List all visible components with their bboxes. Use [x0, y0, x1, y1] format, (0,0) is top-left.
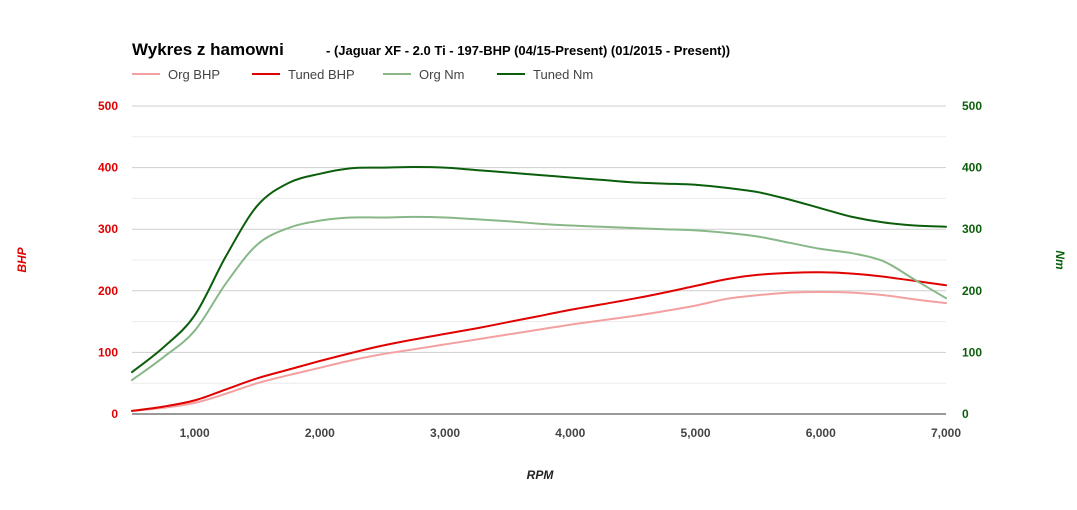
- y-right-tick-label: 400: [962, 161, 982, 175]
- y-right-tick-label: 200: [962, 284, 982, 298]
- y-left-tick-label: 200: [98, 284, 118, 298]
- series-line-org-nm: [131, 215, 947, 382]
- x-tick-label: 1,000: [180, 426, 210, 440]
- y-axis-right-title: Nm: [1053, 250, 1067, 270]
- series-line-tuned-nm: [131, 166, 947, 374]
- y-right-tick-label: 500: [962, 99, 982, 113]
- x-tick-label: 7,000: [931, 426, 961, 440]
- y-left-tick-label: 300: [98, 222, 118, 236]
- chart-title: Wykres z hamowni: [132, 40, 284, 59]
- x-tick-label: 5,000: [681, 426, 711, 440]
- grid: [132, 105, 946, 415]
- y-left-tick-label: 500: [98, 99, 118, 113]
- x-axis-title: RPM: [527, 468, 555, 482]
- y-right-tick-label: 300: [962, 222, 982, 236]
- legend-label-org-nm: Org Nm: [419, 67, 465, 82]
- y-left-tick-label: 100: [98, 345, 118, 359]
- y-axis-left-title: BHP: [15, 246, 29, 272]
- legend-label-tuned-nm: Tuned Nm: [533, 67, 593, 82]
- plot-area: [131, 166, 947, 412]
- y-left-tick-label: 0: [111, 407, 118, 421]
- chart-subtitle: - (Jaguar XF - 2.0 Ti - 197-BHP (04/15-P…: [326, 43, 730, 58]
- y-right-tick-label: 0: [962, 407, 969, 421]
- legend-label-tuned-bhp: Tuned BHP: [288, 67, 355, 82]
- y-left-tick-label: 400: [98, 161, 118, 175]
- axes: 0 0 100 100 200 200 300 300 400 400 500 500 1,000 2,0…: [98, 99, 982, 440]
- series-line-org-bhp: [131, 291, 947, 412]
- legend-label-org-bhp: Org BHP: [168, 67, 220, 82]
- y-right-tick-label: 100: [962, 345, 982, 359]
- legend: Org BHP Tuned BHP Org Nm Tuned Nm: [132, 67, 593, 82]
- x-tick-label: 6,000: [806, 426, 836, 440]
- series-line-tuned-bhp: [131, 271, 947, 412]
- x-tick-label: 4,000: [555, 426, 585, 440]
- x-tick-label: 2,000: [305, 426, 335, 440]
- x-tick-label: 3,000: [430, 426, 460, 440]
